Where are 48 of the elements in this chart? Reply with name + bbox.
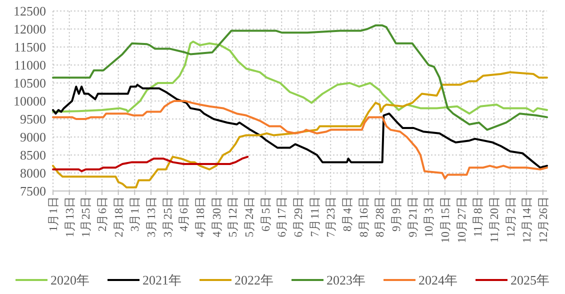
legend-label: 2024年 <box>418 272 458 288</box>
x-tick-label: 9月21日 <box>406 196 420 238</box>
x-tick-label: 5月24日 <box>242 196 256 238</box>
x-tick-label: 1月25日 <box>80 196 93 238</box>
y-tick-label: 11000 <box>14 58 46 72</box>
y-tick-label: 12000 <box>14 22 46 36</box>
legend-label: 2025年 <box>510 272 550 288</box>
x-tick-label: 9月9日 <box>390 196 403 232</box>
legend-label: 2020年 <box>50 272 90 288</box>
x-tick-label: 10月27日 <box>455 196 468 243</box>
x-tick-label: 7月11日 <box>308 196 322 237</box>
legend-label: 2023年 <box>326 272 366 288</box>
x-tick-label: 5月12日 <box>226 196 240 238</box>
legend-label: 2022年 <box>234 272 274 288</box>
y-tick-label: 10500 <box>14 76 46 90</box>
y-tick-label: 9000 <box>20 130 46 144</box>
x-tick-label: 11月8日 <box>472 196 485 237</box>
x-tick-label: 12月2日 <box>504 196 518 238</box>
x-tick-label: 11月20日 <box>488 196 501 243</box>
x-tick-label: 7月23日 <box>324 196 338 238</box>
x-tick-label: 6月29日 <box>292 196 305 238</box>
x-tick-label: 1月13日 <box>63 196 76 238</box>
x-tick-label: 12月26日 <box>536 196 550 243</box>
y-tick-label: 11500 <box>14 40 46 54</box>
y-tick-label: 8500 <box>20 148 46 162</box>
x-tick-label: 10月3日 <box>422 196 436 238</box>
x-tick-label: 6月5日 <box>259 196 272 232</box>
x-tick-label: 4月6日 <box>178 196 191 232</box>
x-tick-label: 4月30日 <box>210 196 224 238</box>
y-tick-label: 8000 <box>20 166 46 180</box>
x-tick-label: 8月16日 <box>357 196 370 238</box>
y-tick-label: 9500 <box>20 112 46 126</box>
y-tick-label: 12500 <box>14 4 46 18</box>
x-tick-label: 2月18日 <box>112 196 126 238</box>
x-tick-label: 3月13日 <box>144 196 158 238</box>
x-tick-label: 3月1日 <box>128 196 142 232</box>
x-tick-label: 1月1日 <box>47 196 60 232</box>
x-tick-label: 8月28日 <box>374 196 387 238</box>
x-tick-label: 8月4日 <box>340 196 354 232</box>
x-tick-label: 6月17日 <box>276 196 289 238</box>
legend-label: 2021年 <box>142 272 182 288</box>
x-tick-label: 4月18日 <box>194 196 207 238</box>
x-tick-label: 12月14日 <box>520 196 534 243</box>
y-tick-label: 10000 <box>14 94 46 108</box>
y-tick-label: 7500 <box>20 184 46 198</box>
x-tick-label: 10月15日 <box>438 196 452 243</box>
x-tick-label: 3月25日 <box>161 196 174 238</box>
x-tick-label: 2月6日 <box>96 196 109 232</box>
